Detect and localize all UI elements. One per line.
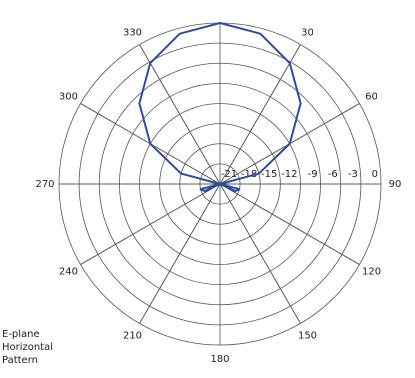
angle-label: 90 xyxy=(389,179,402,190)
annotation: Pattern xyxy=(2,355,38,366)
radial-label: -3 xyxy=(348,169,358,180)
angle-label: 150 xyxy=(298,331,317,342)
annotation: E-plane xyxy=(2,329,40,340)
angle-label: 30 xyxy=(301,27,314,38)
angle-label: 180 xyxy=(210,354,229,365)
angle-label: 60 xyxy=(365,92,378,103)
annotation: Horizontal xyxy=(2,342,53,353)
radial-label: 0 xyxy=(372,169,378,180)
radial-label: -18 xyxy=(241,169,257,180)
angle-label: 270 xyxy=(35,179,54,190)
angle-label: 120 xyxy=(362,267,381,278)
radial-label: -15 xyxy=(261,169,277,180)
radial-label: -12 xyxy=(281,169,297,180)
pattern-line xyxy=(138,22,302,193)
radial-label: -21 xyxy=(221,169,237,180)
angle-label: 300 xyxy=(59,92,78,103)
radial-label: -6 xyxy=(328,169,338,180)
radial-label: -9 xyxy=(308,169,318,180)
angle-label: 240 xyxy=(59,267,78,278)
angle-label: 210 xyxy=(123,331,142,342)
angle-label: 330 xyxy=(123,27,142,38)
